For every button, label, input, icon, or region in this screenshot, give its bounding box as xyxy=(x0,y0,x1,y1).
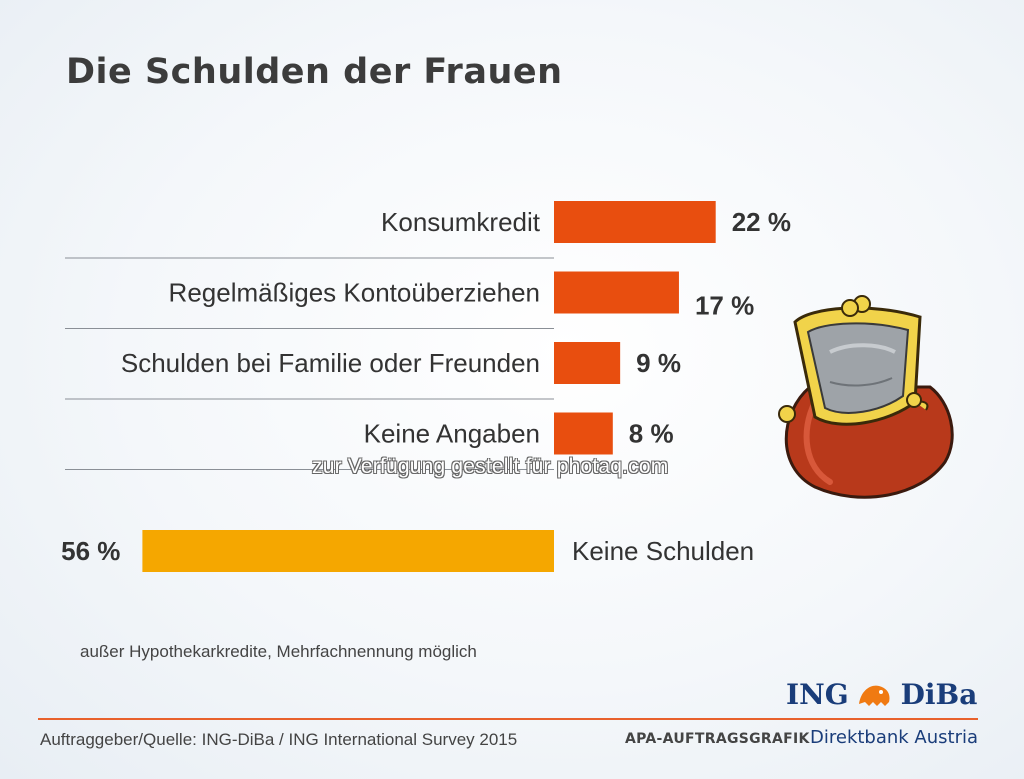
tagline: Direktbank Austria xyxy=(810,727,979,748)
footer-divider xyxy=(38,718,978,720)
logo-text-right: DiBa xyxy=(900,678,978,711)
apa-label: APA-AUFTRAGSGRAFIK xyxy=(625,731,810,747)
purse-icon xyxy=(778,295,954,499)
bar xyxy=(554,342,621,384)
bar xyxy=(554,271,679,314)
source-text: Auftraggeber/Quelle: ING-DiBa / ING Inte… xyxy=(40,730,518,749)
value-label: 22 % xyxy=(732,207,791,237)
category-label: Schulden bei Familie oder Freunden xyxy=(121,348,540,378)
category-label: Konsumkredit xyxy=(381,207,541,237)
value-label: 56 % xyxy=(61,536,120,566)
category-label: Keine Angaben xyxy=(364,419,540,449)
footnote: außer Hypothekarkredite, Mehrfachnennung… xyxy=(80,642,477,661)
brand-logo: ING DiBa xyxy=(786,678,977,711)
category-label: Regelmäßiges Kontoüberziehen xyxy=(169,278,540,308)
chart-title: Die Schulden der Frauen xyxy=(66,52,563,92)
logo-text-left: ING xyxy=(786,678,849,711)
value-label: 9 % xyxy=(636,348,681,378)
value-label: 17 % xyxy=(695,291,754,321)
lion-icon xyxy=(858,685,890,706)
value-label: 8 % xyxy=(629,419,674,449)
bar xyxy=(554,412,613,455)
watermark: zur Verfügung gestellt für photaq.com xyxy=(312,455,669,478)
category-label: Keine Schulden xyxy=(572,536,754,566)
bar xyxy=(554,201,716,243)
bar xyxy=(142,530,554,572)
